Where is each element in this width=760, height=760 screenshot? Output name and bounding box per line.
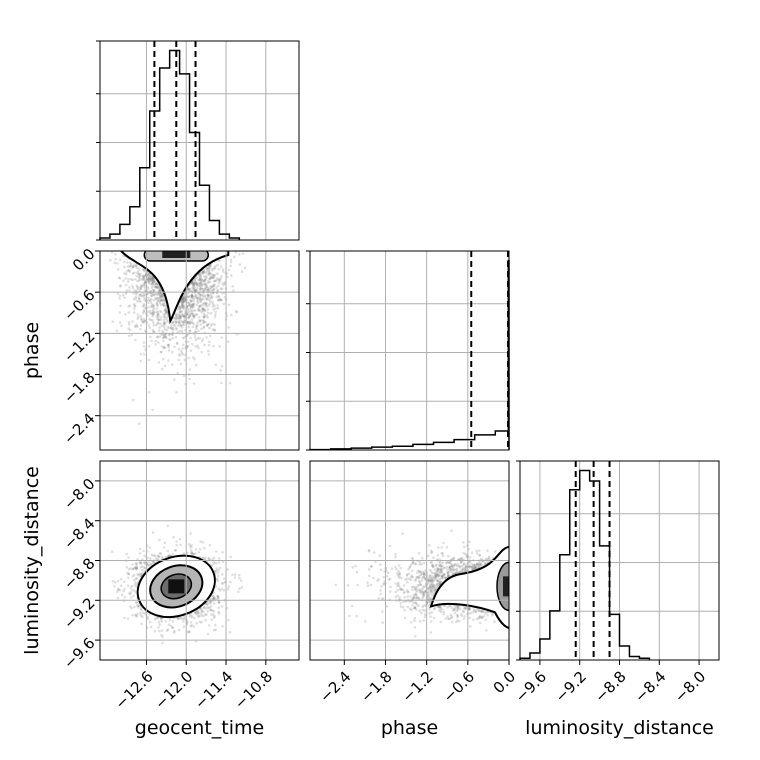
x-tick-label: −9.2 [551,668,589,706]
x-tick-label: −0.6 [440,668,478,706]
x-tick-label: −9.6 [512,668,550,706]
panel-frame [99,250,300,451]
y-tick-label: −2.4 [60,410,98,448]
joint-panel-phase-luminosity_distance [309,460,510,661]
density-core [503,576,509,597]
density-core [168,579,185,594]
histogram-bars [309,259,510,451]
x-axis-title: luminosity_distance [525,717,714,739]
x-tick-label: −1.2 [398,668,436,706]
x-tick-label: −8.4 [631,668,669,706]
x-tick-label: −1.8 [357,668,395,706]
contour-outer [429,545,509,630]
x-tick-label: −8.0 [671,668,709,706]
x-tick-label: −12.0 [151,668,196,713]
y-tick-label: −9.2 [60,594,98,632]
x-tick-label: −11.4 [191,668,236,713]
panel-frame [309,250,510,451]
panel-frame [309,460,510,661]
x-tick-label: −8.8 [591,668,629,706]
hist-panel-luminosity_distance [516,460,720,661]
scatter-samples [334,529,509,638]
y-tick-label: −1.8 [60,368,98,406]
histogram-bars [99,49,241,240]
panel-frame [99,40,300,241]
y-tick-label: −1.2 [60,327,98,365]
scatter-samples [110,524,243,645]
y-tick-label: −8.8 [60,554,98,592]
y-tick-label: −8.4 [60,515,98,553]
x-axis-title: phase [381,717,438,739]
joint-panel-geocent_time-luminosity_distance [99,460,300,661]
density-core [162,251,191,258]
histogram-bars [519,469,651,660]
y-tick-label: −9.6 [60,634,98,672]
contour-outer [119,251,230,325]
hist-panel-phase [306,250,510,451]
x-tick-label: −2.4 [316,668,354,706]
y-tick-label: −8.0 [60,475,98,513]
scatter-samples [100,251,247,426]
y-tick-label: −0.6 [60,286,98,324]
x-axis-title: geocent_time [135,717,264,739]
hist-panel-geocent_time [96,40,300,241]
x-tick-label: −10.8 [231,668,276,713]
panel-background [310,251,509,450]
y-tick-label: 0.0 [69,245,99,275]
x-tick-label: −12.6 [111,668,156,713]
joint-panel-geocent_time-phase [99,250,300,451]
y-axis-title: phase [21,322,43,379]
y-axis-title: luminosity_distance [21,466,43,655]
